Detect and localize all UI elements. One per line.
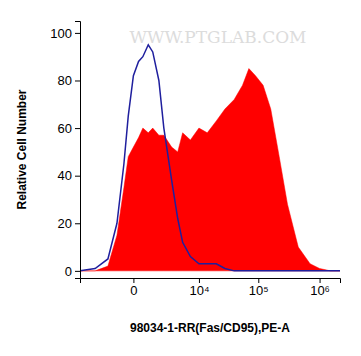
y-tick: 60	[58, 121, 80, 136]
y-tick-mark	[75, 223, 80, 224]
x-tick: 10⁴	[189, 278, 209, 298]
area	[80, 69, 340, 271]
y-tick-mark	[75, 33, 80, 34]
watermark: WWW.PTGLAB.COM	[129, 27, 306, 47]
y-tick-mark	[75, 176, 80, 177]
x-axis: 0 10⁴ 10⁵ 10⁶	[81, 278, 341, 298]
y-tick: 0	[65, 264, 80, 279]
chart: WWW.PTGLAB.COM 0 10⁴ 10⁵ 10⁶ 0 20 40 60 80 100 9803…	[0, 0, 361, 356]
y-tick-label: 40	[58, 168, 72, 183]
y-tick-mark	[75, 80, 80, 81]
x-tick: 10⁶	[310, 278, 330, 298]
line	[80, 45, 340, 271]
y-tick: 20	[58, 216, 80, 231]
x-tick: 0	[130, 278, 137, 298]
y-tick-label: 100	[50, 26, 72, 41]
plot-area	[80, 45, 340, 271]
x-tick-label: 10⁵	[249, 283, 269, 298]
y-tick-mark	[75, 128, 80, 129]
y-axis-title: Relative Cell Number	[15, 89, 29, 209]
x-tick-label: 10⁴	[189, 283, 209, 298]
y-axis: 0 20 40 60 80 100	[50, 22, 80, 279]
y-tick: 80	[58, 73, 80, 88]
x-tick-label: 0	[130, 283, 137, 298]
y-tick-mark	[75, 271, 80, 272]
y-tick: 100	[50, 26, 80, 41]
x-tick-label: 10⁶	[310, 283, 330, 298]
y-axis-line	[75, 22, 81, 279]
x-axis-line	[81, 279, 341, 284]
y-tick-label: 80	[58, 73, 72, 88]
x-tick: 10⁵	[249, 278, 269, 298]
y-tick-label: 20	[58, 216, 72, 231]
y-tick-label: 0	[65, 264, 72, 279]
y-tick-label: 60	[58, 121, 72, 136]
x-axis-title: 98034-1-RR(Fas/CD95),PE-A	[130, 321, 290, 335]
y-tick: 40	[58, 168, 80, 183]
